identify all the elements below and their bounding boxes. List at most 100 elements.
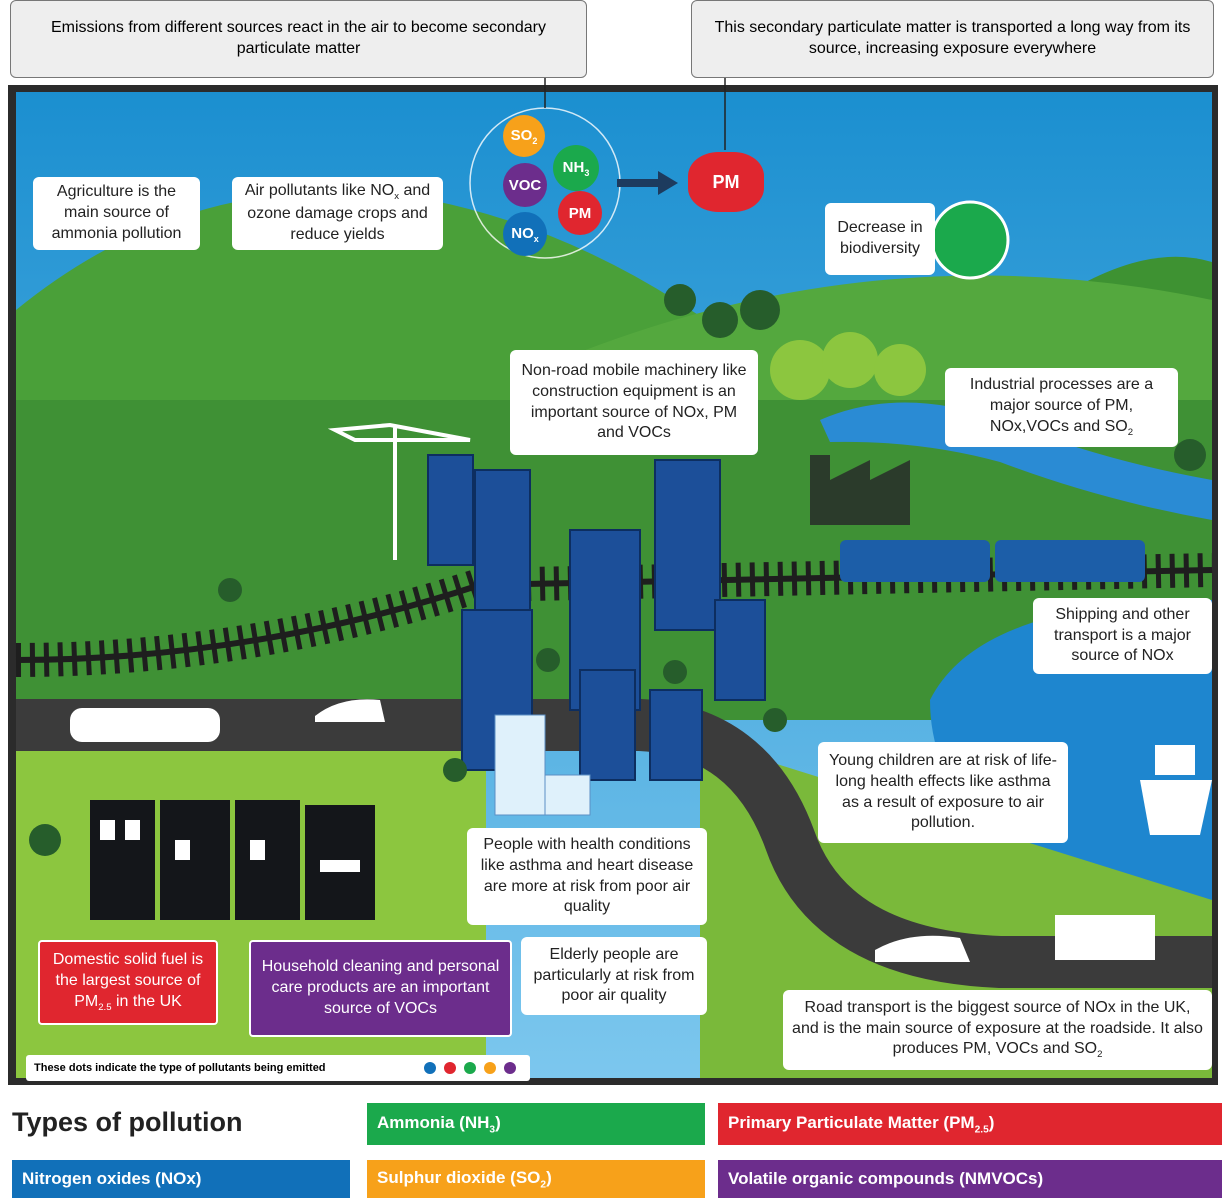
molecule: SO2: [503, 115, 545, 157]
top-note: This secondary particulate matter is tra…: [691, 0, 1214, 78]
text: in the UK: [112, 993, 182, 1010]
text: Volatile organic compounds (NMVOCs): [728, 1169, 1043, 1188]
text: NO: [511, 225, 534, 242]
text: Industrial processes are a major source …: [970, 376, 1153, 435]
scene-shape: [810, 455, 830, 525]
subscript: 2: [1097, 1050, 1102, 1061]
text: Sulphur dioxide (SO: [377, 1168, 540, 1187]
scene-shape: [1055, 915, 1155, 960]
scene-shape: [655, 460, 720, 630]
scene-shape: [428, 455, 473, 565]
scene-shape: [874, 344, 926, 396]
scene-shape: [125, 820, 140, 840]
scene-shape: [100, 820, 115, 840]
scene-shape: [715, 600, 765, 700]
pollutant-dot: [444, 1062, 456, 1074]
legend-item: Volatile organic compounds (NMVOCs): [718, 1160, 1222, 1198]
callout: Domestic solid fuel is the largest sourc…: [38, 940, 218, 1025]
pollutant-dot: [424, 1062, 436, 1074]
scene-shape: [663, 660, 687, 684]
scene-shape: [995, 540, 1145, 582]
scene-shape: [160, 800, 230, 920]
callout: Air pollutants like NOx and ozone damage…: [232, 177, 443, 250]
subscript: 3: [584, 168, 589, 178]
result-pm: PM: [688, 152, 764, 212]
legend-item: Ammonia (NH3): [367, 1103, 705, 1145]
text: Elderly people are particularly at risk …: [534, 946, 695, 1005]
text: VOC: [509, 177, 542, 194]
text: Shipping and other transport is a major …: [1054, 606, 1191, 665]
text: ): [546, 1168, 552, 1187]
scene-shape: [1174, 439, 1206, 471]
callout: Shipping and other transport is a major …: [1033, 598, 1212, 674]
scene-shape: [235, 800, 300, 920]
scene-shape: [90, 800, 155, 920]
text: PM: [713, 172, 740, 192]
subscript: 2: [1128, 427, 1133, 438]
scene-shape: [770, 340, 830, 400]
scene-shape: [822, 332, 878, 388]
scene-shape: [536, 648, 560, 672]
subscript: 2.5: [975, 1124, 989, 1135]
pollutant-dot: [484, 1062, 496, 1074]
callout: Decrease in biodiversity: [825, 203, 935, 275]
callout: Road transport is the biggest source of …: [783, 990, 1212, 1070]
pollutant-dot: [504, 1062, 516, 1074]
infographic: Emissions from different sources react i…: [0, 0, 1224, 1198]
top-note: Emissions from different sources react i…: [10, 0, 587, 78]
scene-shape: [475, 470, 530, 630]
scene-shape: [763, 708, 787, 732]
text: Agriculture is the main source of ammoni…: [52, 183, 182, 242]
subscript: 2: [532, 136, 537, 146]
scene-shape: [545, 775, 590, 815]
scene-shape: [840, 540, 990, 582]
scene-shape: [1140, 780, 1212, 835]
text: NH: [563, 159, 585, 176]
molecule: PM: [558, 191, 602, 235]
text: This secondary particulate matter is tra…: [715, 19, 1191, 57]
scene-shape: [650, 690, 702, 780]
scene-shape: [664, 284, 696, 316]
callout: Non-road mobile machinery like construct…: [510, 350, 758, 455]
text: Ammonia (NH: [377, 1113, 489, 1132]
pollutant-dot: [464, 1062, 476, 1074]
scene-shape: [250, 840, 265, 860]
callout: Young children are at risk of life-long …: [818, 742, 1068, 843]
scene-shape: [495, 715, 545, 815]
scene-shape: [932, 202, 1008, 278]
scene-shape: [320, 860, 360, 872]
molecule: NH3: [553, 145, 599, 191]
scene-shape: [1155, 745, 1195, 775]
text: Road transport is the biggest source of …: [792, 999, 1203, 1058]
scene-shape: [702, 302, 738, 338]
text: Young children are at risk of life-long …: [829, 752, 1057, 831]
molecule: VOC: [503, 163, 547, 207]
text: People with health conditions like asthm…: [481, 836, 694, 915]
legend-item: Sulphur dioxide (SO2): [367, 1160, 705, 1198]
callout: Agriculture is the main source of ammoni…: [33, 177, 200, 250]
legend-item: Primary Particulate Matter (PM2.5): [718, 1103, 1222, 1145]
callout: Elderly people are particularly at risk …: [521, 937, 707, 1015]
key-note: These dots indicate the type of pollutan…: [34, 1055, 326, 1081]
text: Primary Particulate Matter (PM: [728, 1113, 975, 1132]
scene-shape: [70, 708, 220, 742]
subscript: 2.5: [98, 1002, 111, 1013]
text: Nitrogen oxides (NOx): [22, 1169, 201, 1188]
molecule: NOx: [503, 212, 547, 256]
scene-shape: [740, 290, 780, 330]
subscript: x: [534, 234, 539, 244]
callout: People with health conditions like asthm…: [467, 828, 707, 925]
text: Emissions from different sources react i…: [51, 19, 546, 57]
text: ): [989, 1113, 995, 1132]
callout: Household cleaning and personal care pro…: [249, 940, 512, 1037]
scene-shape: [175, 840, 190, 860]
scene-shape: [580, 670, 635, 780]
text: Decrease in biodiversity: [837, 219, 922, 257]
legend-item: Nitrogen oxides (NOx): [12, 1160, 350, 1198]
callout: Industrial processes are a major source …: [945, 368, 1178, 447]
scene-shape: [218, 578, 242, 602]
text: PM: [569, 205, 592, 222]
text: Non-road mobile machinery like construct…: [522, 362, 747, 441]
scene-shape: [443, 758, 467, 782]
text: Air pollutants like NO: [245, 182, 394, 199]
